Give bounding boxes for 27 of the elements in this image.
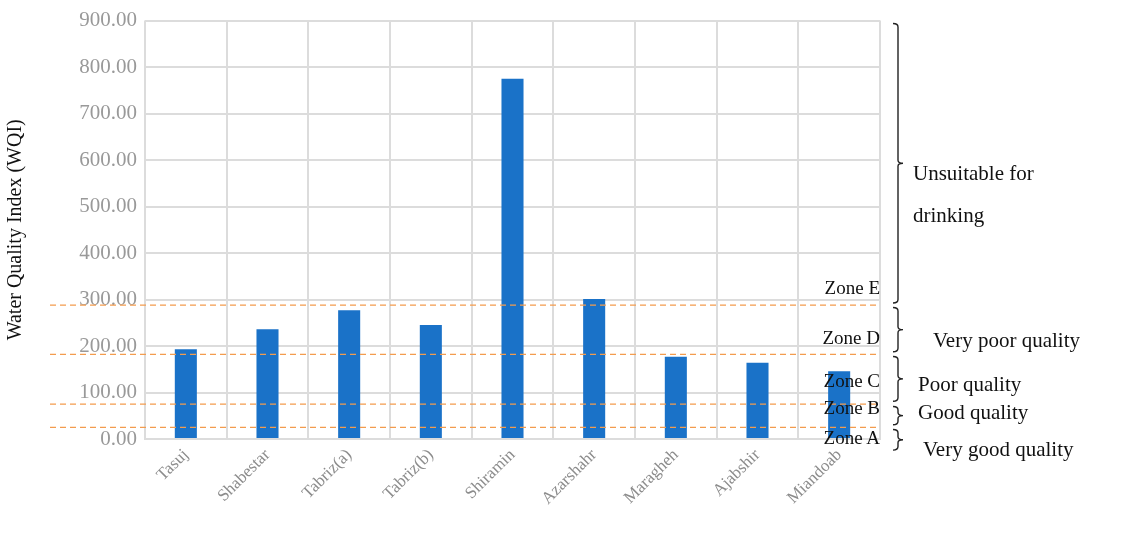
y-tick-label: 700.00 bbox=[79, 100, 137, 125]
y-tick-label: 800.00 bbox=[79, 53, 137, 78]
y-tick-label: 200.00 bbox=[79, 332, 137, 357]
annotation: Zone D bbox=[822, 326, 880, 348]
text: Very poor quality bbox=[933, 327, 1081, 354]
text: Poor quality bbox=[918, 372, 1022, 396]
y-tick-label: 900.00 bbox=[79, 7, 137, 32]
bar bbox=[419, 325, 442, 438]
bar bbox=[174, 349, 197, 438]
bar bbox=[583, 299, 606, 438]
y-tick-label: 500.00 bbox=[79, 193, 137, 218]
bar bbox=[501, 78, 524, 438]
bar bbox=[256, 329, 279, 438]
bar bbox=[746, 362, 769, 438]
y-axis-title: Water Quality Index (WQI) bbox=[3, 119, 27, 341]
text: Good quality bbox=[918, 400, 1029, 424]
bar bbox=[664, 356, 687, 438]
text: Very good quality bbox=[923, 436, 1075, 463]
annotation: Zone E bbox=[824, 276, 880, 298]
text: Unsuitable for drinking bbox=[913, 160, 1035, 229]
y-tick-label: 300.00 bbox=[79, 286, 137, 311]
y-tick-label: 0.00 bbox=[100, 425, 137, 450]
y-tick-label: 100.00 bbox=[79, 379, 137, 404]
bar bbox=[338, 310, 361, 438]
y-tick-label: 400.00 bbox=[79, 239, 137, 264]
y-tick-label: 600.00 bbox=[79, 146, 137, 171]
annotation: Zone A bbox=[823, 426, 880, 448]
